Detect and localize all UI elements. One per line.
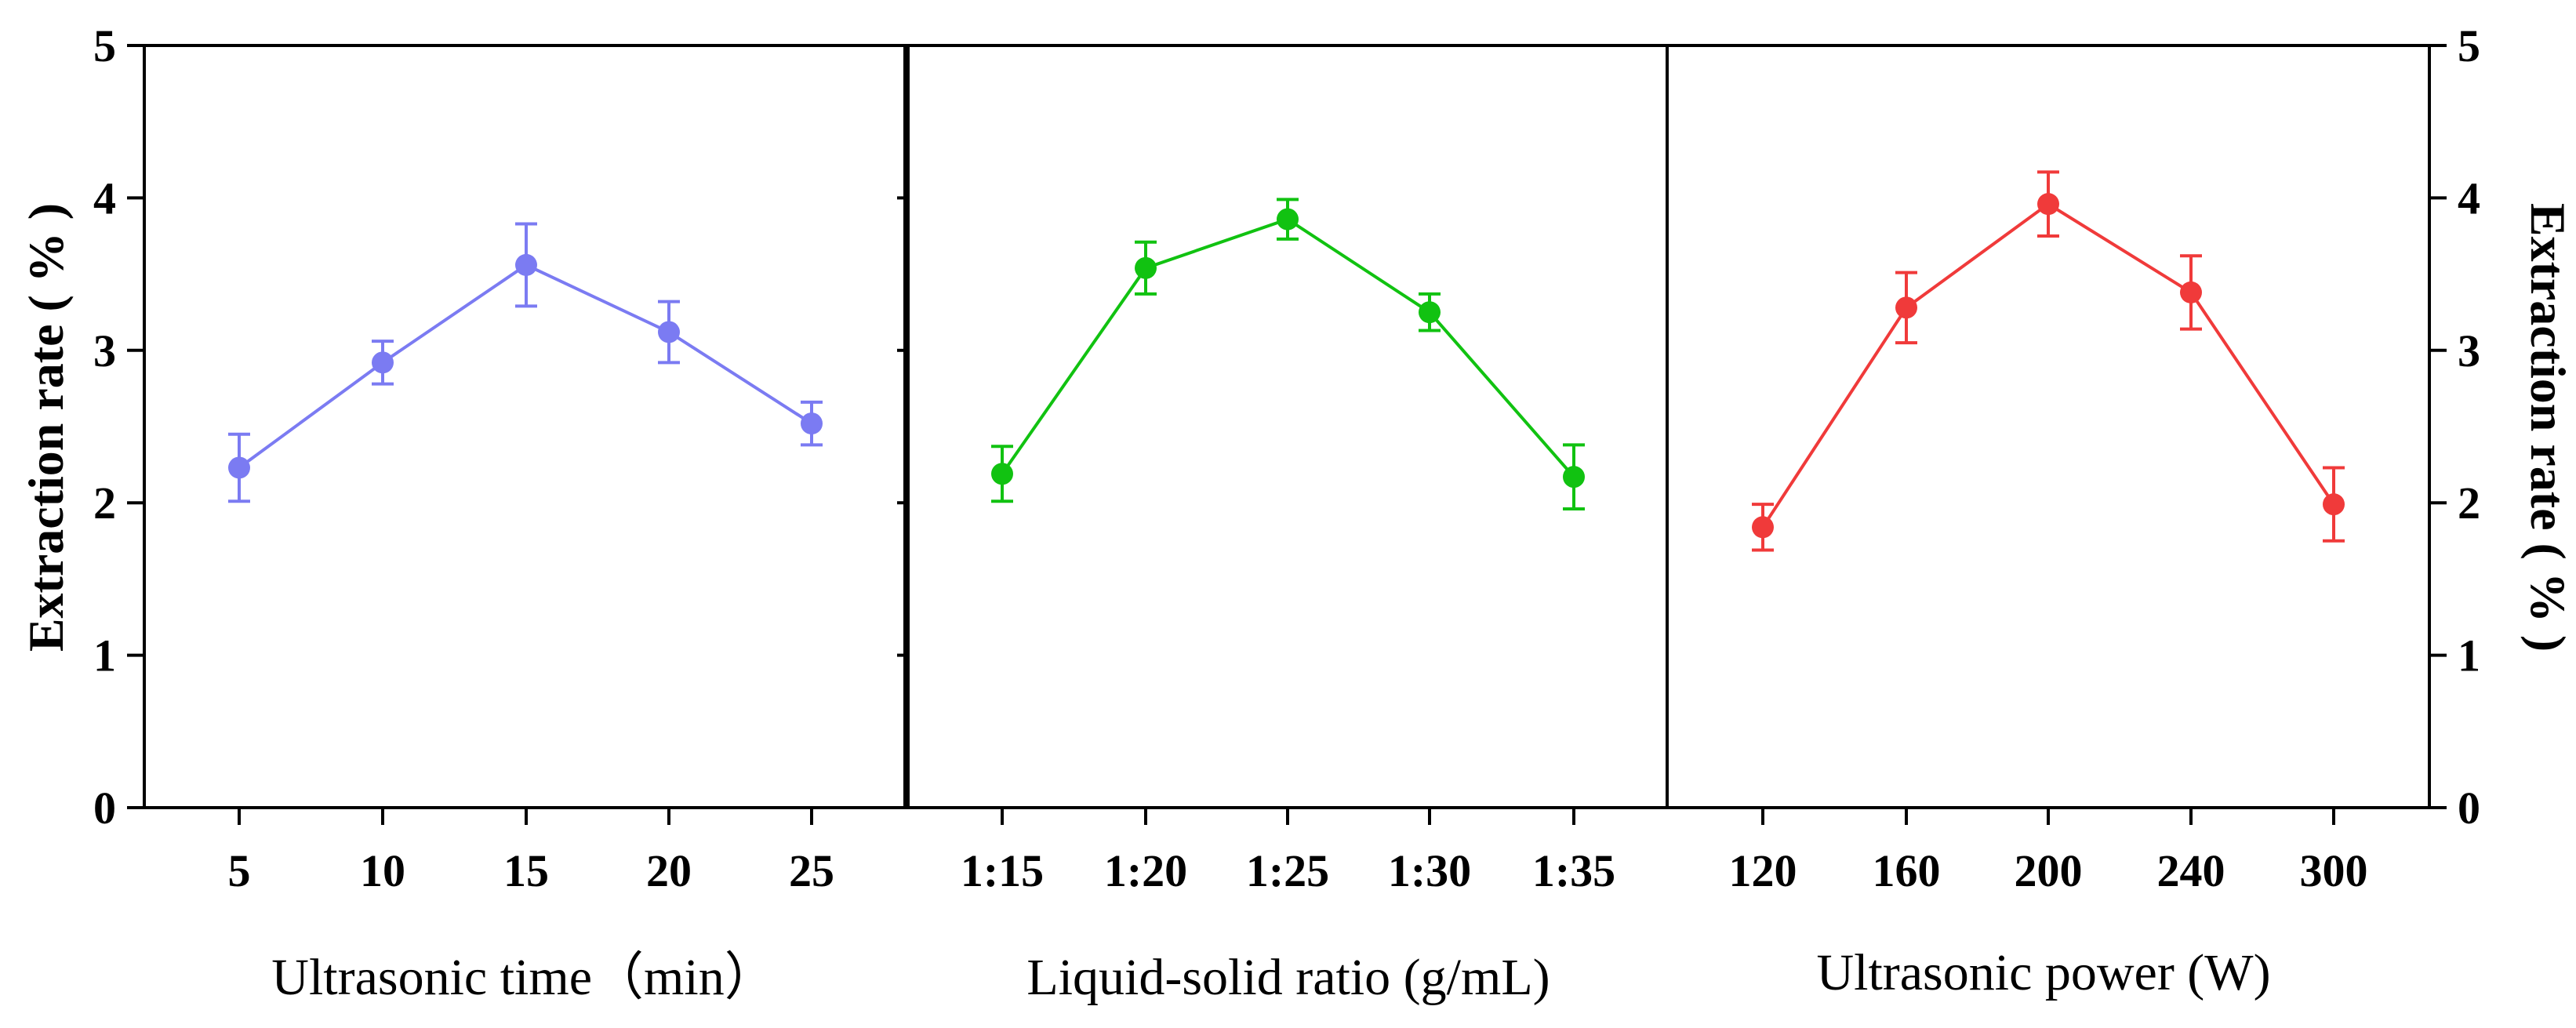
panel-2-xtick-label: 1:15 [961,845,1044,896]
panel-1-data-point [801,412,823,435]
panel-1-xtick-label: 10 [360,845,405,896]
panel-3-xtick-label: 200 [2015,845,2083,896]
panel-2-xtick-label: 1:20 [1104,845,1187,896]
panel-3-ytick-label: 4 [2458,173,2480,223]
panel-1-xtick-label: 5 [228,845,251,896]
panel-3-ylabel: Extraction rate ( % ) [2520,203,2576,652]
panel-2-data-point [1135,256,1157,279]
panel-3-ytick-label: 1 [2458,630,2480,681]
panel-1-ytick-label: 0 [93,783,116,834]
panel-3-data-point [2180,281,2202,303]
panel-1-xlabel: Ultrasonic time（min） [271,949,776,1006]
panel-1-data-point [515,253,537,276]
panel-3-ytick-label: 0 [2458,783,2480,834]
panel-3-ytick-label: 5 [2458,20,2480,71]
panel-3-xtick-label: 120 [1729,845,1797,896]
panel-1-xtick-label: 25 [789,845,834,896]
panel-2-xlabel: Liquid-solid ratio (g/mL) [1026,949,1550,1006]
panel-3-data-point [1752,516,1774,539]
panel-2-xtick-label: 1:25 [1246,845,1329,896]
panel-1-ytick-label: 3 [93,325,116,376]
panel-1-ytick-label: 4 [93,173,116,223]
panel-1-ytick-label: 2 [93,478,116,529]
panel-1-data-point [658,321,680,343]
chart-marks: 0 1 2 3 4 5 5 10 15 20 25 1:15 1:20 1:25 1:30 1:35 0 1 2 3 4… [93,20,2480,896]
panel-1-ytick-label: 1 [93,630,116,681]
panel-3-data-point [1895,296,1917,319]
panel-2-xtick-label: 1:35 [1532,845,1615,896]
panel-3-ytick-label: 3 [2458,325,2480,376]
panel-1-ylabel: Extraction rate ( % ) [18,203,74,652]
panel-1-ytick-label: 5 [93,20,116,71]
panel-1-data-point [228,456,250,479]
panel-3-xtick-label: 240 [2157,845,2225,896]
panel-3-data-point [2323,493,2345,516]
panel-3-data-point [2037,193,2059,216]
panel-3-xlabel: Ultrasonic power (W) [1816,944,2270,1001]
panel-1-xtick-label: 20 [646,845,692,896]
panel-3-xtick-label: 300 [2300,845,2368,896]
panel-2-data-point [1277,208,1299,231]
panel-1-data-point [372,351,394,374]
panel-2-data-point [991,463,1013,485]
panel-2-xtick-label: 1:30 [1388,845,1471,896]
panel-3-xtick-label: 160 [1873,845,1941,896]
panel-1-xtick-label: 15 [503,845,549,896]
panel-2-data-point [1419,301,1441,324]
panel-3-ytick-label: 2 [2458,478,2480,529]
panel-2-data-point [1563,466,1585,489]
